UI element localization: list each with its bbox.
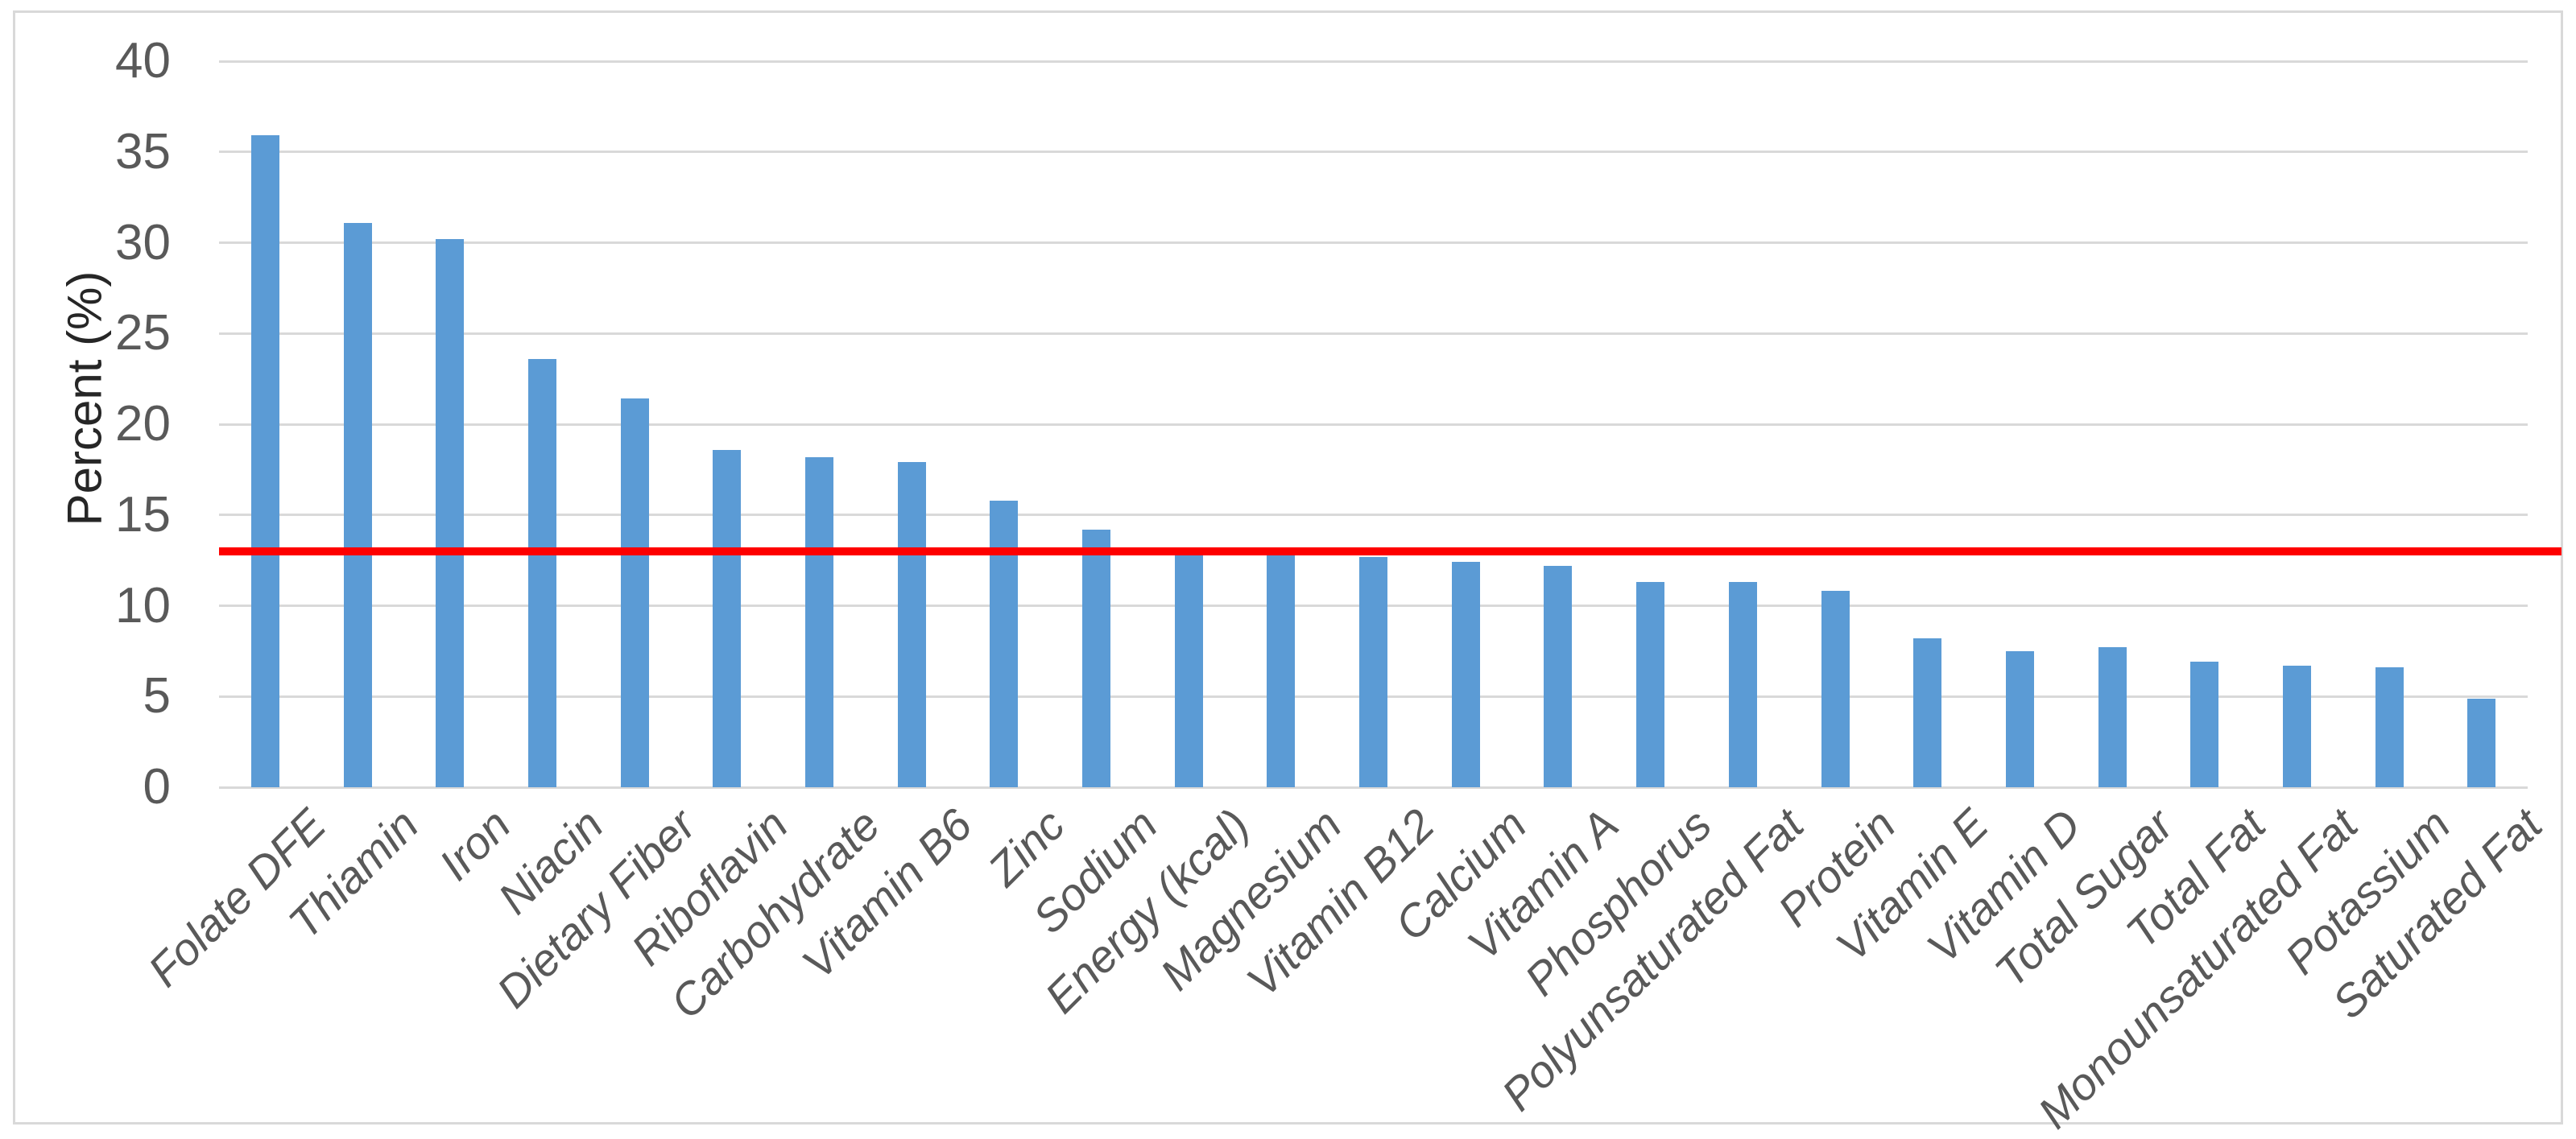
bar-slot-24	[2436, 61, 2528, 787]
bar-slot-5	[680, 61, 773, 787]
bar-series	[219, 61, 2528, 787]
bar-protein	[1821, 591, 1850, 787]
bar-slot-14	[1512, 61, 1605, 787]
bar-carbohydrate	[804, 456, 833, 787]
bar-slot-6	[773, 61, 866, 787]
plot-area	[219, 60, 2528, 789]
bar-slot-11	[1235, 61, 1328, 787]
bar-saturated-fat	[2467, 698, 2496, 787]
y-tick-label-40: 40	[115, 33, 171, 89]
y-tick-label-15: 15	[115, 486, 171, 543]
bar-slot-17	[1789, 61, 1882, 787]
bar-calcium	[1451, 562, 1480, 787]
bar-sodium	[1082, 529, 1111, 787]
bar-slot-22	[2251, 61, 2343, 787]
bar-slot-1	[312, 61, 404, 787]
bar-slot-13	[1420, 61, 1512, 787]
gridline-0	[219, 786, 2528, 789]
bar-iron	[436, 239, 465, 787]
bar-slot-8	[958, 61, 1051, 787]
bar-niacin	[527, 358, 556, 787]
bar-vitamin-e	[1913, 638, 1942, 787]
bar-thiamin	[343, 222, 372, 787]
gridline-30	[219, 241, 2528, 244]
bar-slot-15	[1604, 61, 1697, 787]
gridline-20	[219, 423, 2528, 426]
y-tick-label-30: 30	[115, 214, 171, 270]
bar-magnesium	[1267, 553, 1296, 787]
bar-vitamin-d	[2005, 650, 2034, 787]
bar-potassium	[2375, 667, 2404, 787]
bar-polyunsaturated-fat	[1728, 582, 1757, 787]
bar-zinc	[990, 500, 1019, 787]
bar-slot-0	[219, 61, 312, 787]
y-tick-label-25: 25	[115, 305, 171, 361]
bar-total-sugar	[2098, 647, 2127, 787]
y-tick-label-35: 35	[115, 123, 171, 180]
bar-slot-10	[1143, 61, 1235, 787]
bar-slot-7	[866, 61, 958, 787]
bar-vitamin-b6	[897, 462, 926, 787]
y-tick-label-0: 0	[143, 759, 171, 815]
bar-slot-16	[1697, 61, 1789, 787]
bar-folate-dfe	[250, 135, 279, 787]
gridline-25	[219, 332, 2528, 335]
bar-slot-20	[2066, 61, 2159, 787]
bar-slot-18	[1881, 61, 1974, 787]
bar-slot-9	[1050, 61, 1143, 787]
gridline-40	[219, 60, 2528, 63]
bar-vitamin-a	[1544, 565, 1573, 787]
bar-dietary-fiber	[620, 398, 649, 787]
bar-monounsaturated-fat	[2282, 665, 2311, 787]
y-tick-label-20: 20	[115, 396, 171, 452]
reference-line-13-percent	[219, 547, 2562, 555]
gridline-15	[219, 514, 2528, 517]
y-tick-label-10: 10	[115, 577, 171, 633]
y-tick-label-5: 5	[143, 668, 171, 724]
gridline-35	[219, 151, 2528, 154]
bar-riboflavin	[713, 449, 742, 787]
bar-slot-23	[2343, 61, 2436, 787]
bar-total-fat	[2190, 662, 2219, 787]
bar-slot-19	[1974, 61, 2066, 787]
bar-energy-kcal-	[1174, 553, 1203, 787]
bar-slot-12	[1327, 61, 1420, 787]
bar-slot-2	[403, 61, 496, 787]
bar-vitamin-b12	[1359, 556, 1388, 787]
bar-slot-3	[496, 61, 589, 787]
bar-slot-4	[589, 61, 681, 787]
bar-slot-21	[2158, 61, 2251, 787]
bar-phosphorus	[1636, 582, 1665, 787]
